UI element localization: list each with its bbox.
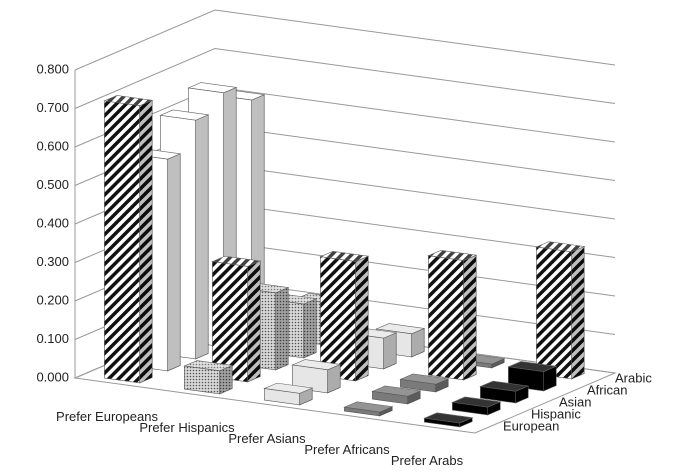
bar-side-shade [379, 406, 393, 416]
bar-side-shade [459, 417, 473, 427]
bar [535, 241, 586, 380]
bar [344, 406, 380, 417]
y-tick-label: 0.800 [36, 61, 69, 76]
bar-side-shade [327, 364, 341, 393]
bar-top-shade [372, 385, 421, 397]
bar [424, 417, 460, 428]
bar [263, 382, 314, 406]
bar [291, 359, 342, 394]
depth-label: Asian [559, 394, 592, 409]
bar-side-shade [383, 332, 397, 369]
bar-side-shade [407, 390, 421, 404]
bar [372, 391, 408, 405]
bar-top-shade [428, 250, 477, 261]
y-tick-label: 0.300 [36, 254, 69, 269]
bar-side-shade [355, 256, 369, 381]
x-tick-label: Prefer Europeans [56, 409, 158, 424]
bar [428, 255, 464, 381]
bar [400, 379, 436, 393]
y-tick-label: 0.100 [36, 331, 69, 346]
bar [212, 261, 248, 383]
bar [183, 360, 234, 395]
bar-side-shade [247, 261, 261, 382]
bar-top-shade [320, 251, 369, 262]
x-tick-label: Prefer Arabs [391, 453, 464, 468]
y-tick-label: 0.600 [36, 138, 69, 153]
bar [184, 365, 220, 395]
bar-top-shade [536, 241, 585, 252]
bar-top-shade [376, 323, 425, 334]
bar-top-shade [184, 360, 233, 371]
bar [451, 396, 502, 416]
y-tick-label: 0.000 [36, 369, 69, 384]
bar [371, 385, 422, 405]
bar-side-shade [411, 328, 425, 357]
bar-side-shade [543, 366, 557, 391]
bar-top-shade [292, 359, 341, 370]
bar-side-shade [303, 298, 317, 358]
bar [319, 251, 370, 382]
bar [452, 402, 488, 416]
grid-line [74, 47, 616, 109]
bar [479, 380, 530, 404]
y-tick-label: 0.500 [36, 177, 69, 192]
bar-top-shade [160, 109, 209, 121]
bar-side-shade [571, 246, 585, 379]
bar [211, 255, 262, 383]
bar-top-shade [400, 373, 449, 385]
bar-side-shade [219, 365, 233, 394]
bar [264, 388, 300, 406]
bar [104, 100, 140, 384]
bar-side-shade [275, 287, 289, 370]
bar [480, 386, 516, 404]
bar-top-shade [508, 361, 557, 372]
x-tick-label: Prefer Africans [304, 442, 390, 457]
bar-top-shade [104, 95, 153, 106]
bar-side-shade [491, 358, 505, 368]
bar-top-shade [424, 412, 473, 424]
y-tick-label: 0.700 [36, 100, 69, 115]
depth-label: Arabic [615, 370, 652, 385]
bar [399, 373, 450, 393]
bar [103, 95, 154, 384]
x-tick-label: Prefer Hispanics [139, 420, 235, 435]
depth-label: European [503, 418, 559, 433]
grid-line [74, 86, 616, 148]
bar-side-shade [435, 378, 449, 392]
bar-side-shade [195, 114, 209, 359]
bar-top-shade [264, 383, 313, 394]
bar-top-shade [480, 381, 529, 392]
bar [343, 401, 394, 417]
bar [427, 250, 478, 381]
bar-side-shade [167, 153, 181, 371]
bar-side-shade [139, 100, 153, 383]
y-tick-label: 0.200 [36, 292, 69, 307]
bar-side-shade [463, 255, 477, 380]
bar-side-shade [487, 401, 501, 415]
y-tick-label: 0.400 [36, 215, 69, 230]
bar-top-shade [188, 82, 237, 93]
x-tick-label: Prefer Asians [228, 431, 306, 446]
bar [507, 361, 558, 392]
grid-line [74, 9, 616, 71]
bar-top-shade [212, 256, 261, 267]
bar [292, 364, 328, 394]
depth-label: Hispanic [531, 406, 581, 421]
bar-top-shade [344, 401, 393, 413]
bar [423, 412, 474, 428]
depth-label: African [587, 382, 627, 397]
bar [536, 246, 572, 380]
bar [320, 256, 356, 382]
bar-top-shade [452, 396, 501, 408]
